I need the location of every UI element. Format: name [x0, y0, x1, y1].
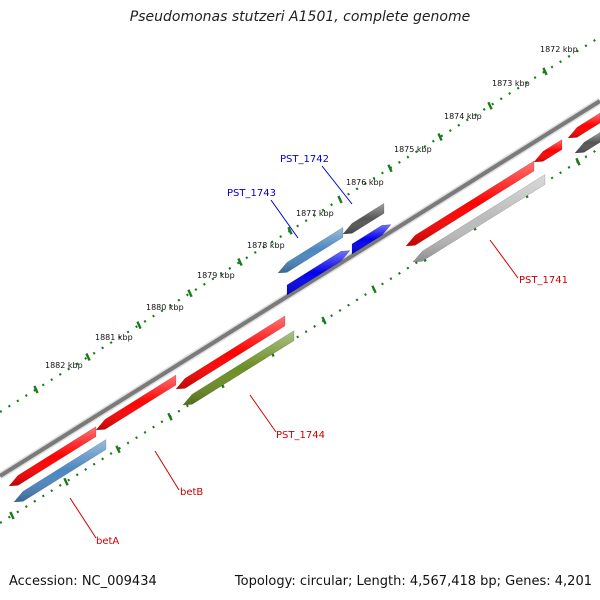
- ruler-kbp-label: 1873 kbp: [492, 79, 530, 88]
- outer-major-tick: [437, 133, 443, 141]
- ruler-kbp-label: 1880 kbp: [146, 303, 184, 312]
- gene-leader-line: [154, 450, 180, 491]
- gene-gray-small[interactable]: [574, 132, 600, 154]
- inner-major-tick: [167, 412, 173, 421]
- outer-major-tick: [542, 67, 548, 76]
- inner-major-tick: [63, 477, 69, 486]
- gene-label[interactable]: PST_1742: [280, 154, 329, 165]
- gene-betb[interactable]: [95, 374, 177, 431]
- outer-major-tick: [187, 289, 193, 298]
- genome-backbone: [0, 99, 600, 478]
- ruler-kbp-label: 1874 kbp: [444, 112, 482, 121]
- gene-pst-1744-upper[interactable]: [175, 315, 286, 390]
- outer-major-tick: [337, 195, 343, 204]
- gene-label[interactable]: PST_1744: [276, 430, 325, 441]
- outer-major-tick: [487, 101, 493, 110]
- gene-pst-1742[interactable]: [342, 202, 385, 235]
- gene-leader-line: [321, 165, 353, 205]
- gene-layer[interactable]: [8, 112, 600, 503]
- inner-major-tick: [321, 316, 327, 325]
- gene-pst-1741-upper[interactable]: [405, 160, 535, 247]
- ruler-kbp-label: 1875 kbp: [394, 145, 432, 154]
- gene-pst-1744[interactable]: [182, 330, 295, 406]
- gene-label-layer[interactable]: PST_1742 PST_1743 PST_1741 PST_1744 betB betA: [96, 154, 568, 547]
- ruler-kbp-label: 1878 kbp: [247, 241, 285, 250]
- gene-beta-lower[interactable]: [13, 439, 107, 503]
- gene-leader-line: [270, 199, 299, 239]
- ruler-kbp-label: 1876 kbp: [346, 178, 384, 187]
- gene-leader-line: [489, 239, 519, 279]
- outer-major-tick: [33, 385, 39, 394]
- gene-pst-1742-lower[interactable]: [351, 224, 392, 255]
- ruler-kbp-label: 1872 kbp: [540, 45, 578, 54]
- gene-pst-1741[interactable]: [412, 174, 546, 263]
- outer-major-tick: [387, 164, 393, 173]
- inner-major-tick: [575, 157, 581, 166]
- outer-major-tick: [85, 353, 91, 361]
- gene-pst-1743-lower[interactable]: [286, 250, 351, 296]
- inner-major-tick: [9, 511, 15, 520]
- gene-leader-line: [249, 394, 277, 433]
- gene-red-small-1[interactable]: [533, 139, 563, 163]
- ruler-kbp-label: 1879 kbp: [197, 271, 235, 280]
- gene-pst-1743[interactable]: [277, 226, 344, 274]
- gene-label[interactable]: betB: [180, 487, 203, 498]
- gene-label[interactable]: PST_1741: [519, 275, 568, 286]
- ruler-kbp-label: 1877 kbp: [296, 209, 334, 218]
- ruler-kbp-label: 1881 kbp: [95, 333, 133, 342]
- genome-summary: Topology: circular; Length: 4,567,418 bp…: [234, 574, 592, 589]
- gene-label[interactable]: betA: [96, 536, 119, 547]
- gene-leader-line: [69, 497, 97, 539]
- outer-major-tick: [237, 258, 243, 266]
- outer-major-tick: [287, 226, 293, 235]
- map-title: Pseudomonas stutzeri A1501, complete gen…: [129, 9, 471, 25]
- gene-beta[interactable]: [8, 426, 97, 487]
- ruler-kbp-label: 1882 kbp: [45, 361, 83, 370]
- inner-major-tick: [371, 285, 377, 294]
- outer-ruler-line: [0, 36, 600, 413]
- label-leader-lines: [69, 165, 519, 539]
- accession-label: Accession: NC_009434: [9, 574, 157, 589]
- gene-label[interactable]: PST_1743: [227, 188, 276, 199]
- inner-major-tick: [115, 445, 121, 454]
- outer-major-tick: [136, 321, 142, 330]
- ruler-label-layer: 1872 kbp 1873 kbp 1874 kbp 1875 kbp 1876 kbp…: [45, 45, 578, 370]
- gene-red-small-2[interactable]: [567, 112, 600, 139]
